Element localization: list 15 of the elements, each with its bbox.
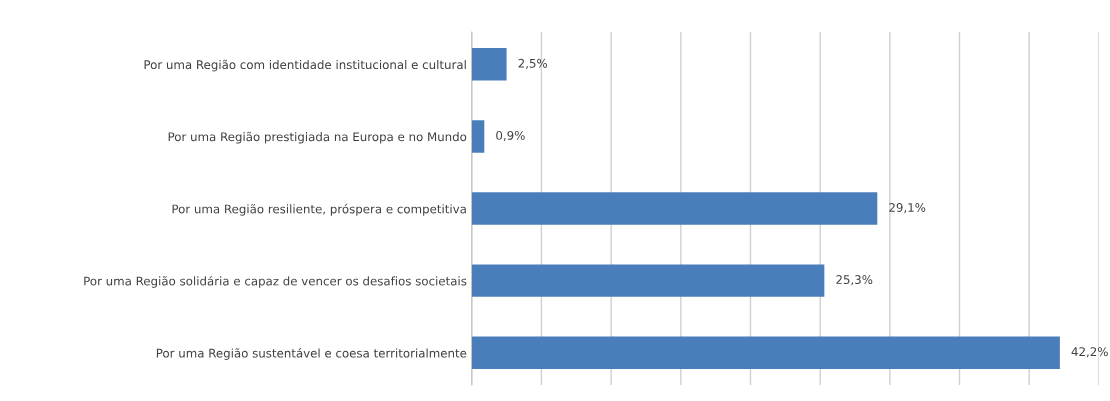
bar — [471, 264, 825, 297]
y-tick-label: Por uma Região resiliente, próspera e competitiva — [172, 203, 466, 216]
data-label: 42,2% — [1071, 347, 1108, 358]
y-tick-label: Por uma Região com identidade institucional e cultural — [144, 59, 466, 72]
y-tick-label: Por uma Região prestigiada na Europa e no Mundo — [168, 131, 467, 144]
bar — [471, 120, 485, 153]
bar — [471, 336, 1060, 369]
y-tick-label: Por uma Região sustentável e coesa territorialmente — [156, 347, 467, 360]
data-label: 25,3% — [836, 275, 873, 286]
bar — [471, 48, 507, 81]
data-label: 29,1% — [889, 203, 926, 214]
bar — [471, 192, 878, 225]
data-label: 0,9% — [496, 130, 525, 142]
y-tick-label: Por uma Região solidária e capaz de vencer os desafios societais — [84, 275, 467, 288]
data-label: 2,5% — [518, 58, 548, 69]
